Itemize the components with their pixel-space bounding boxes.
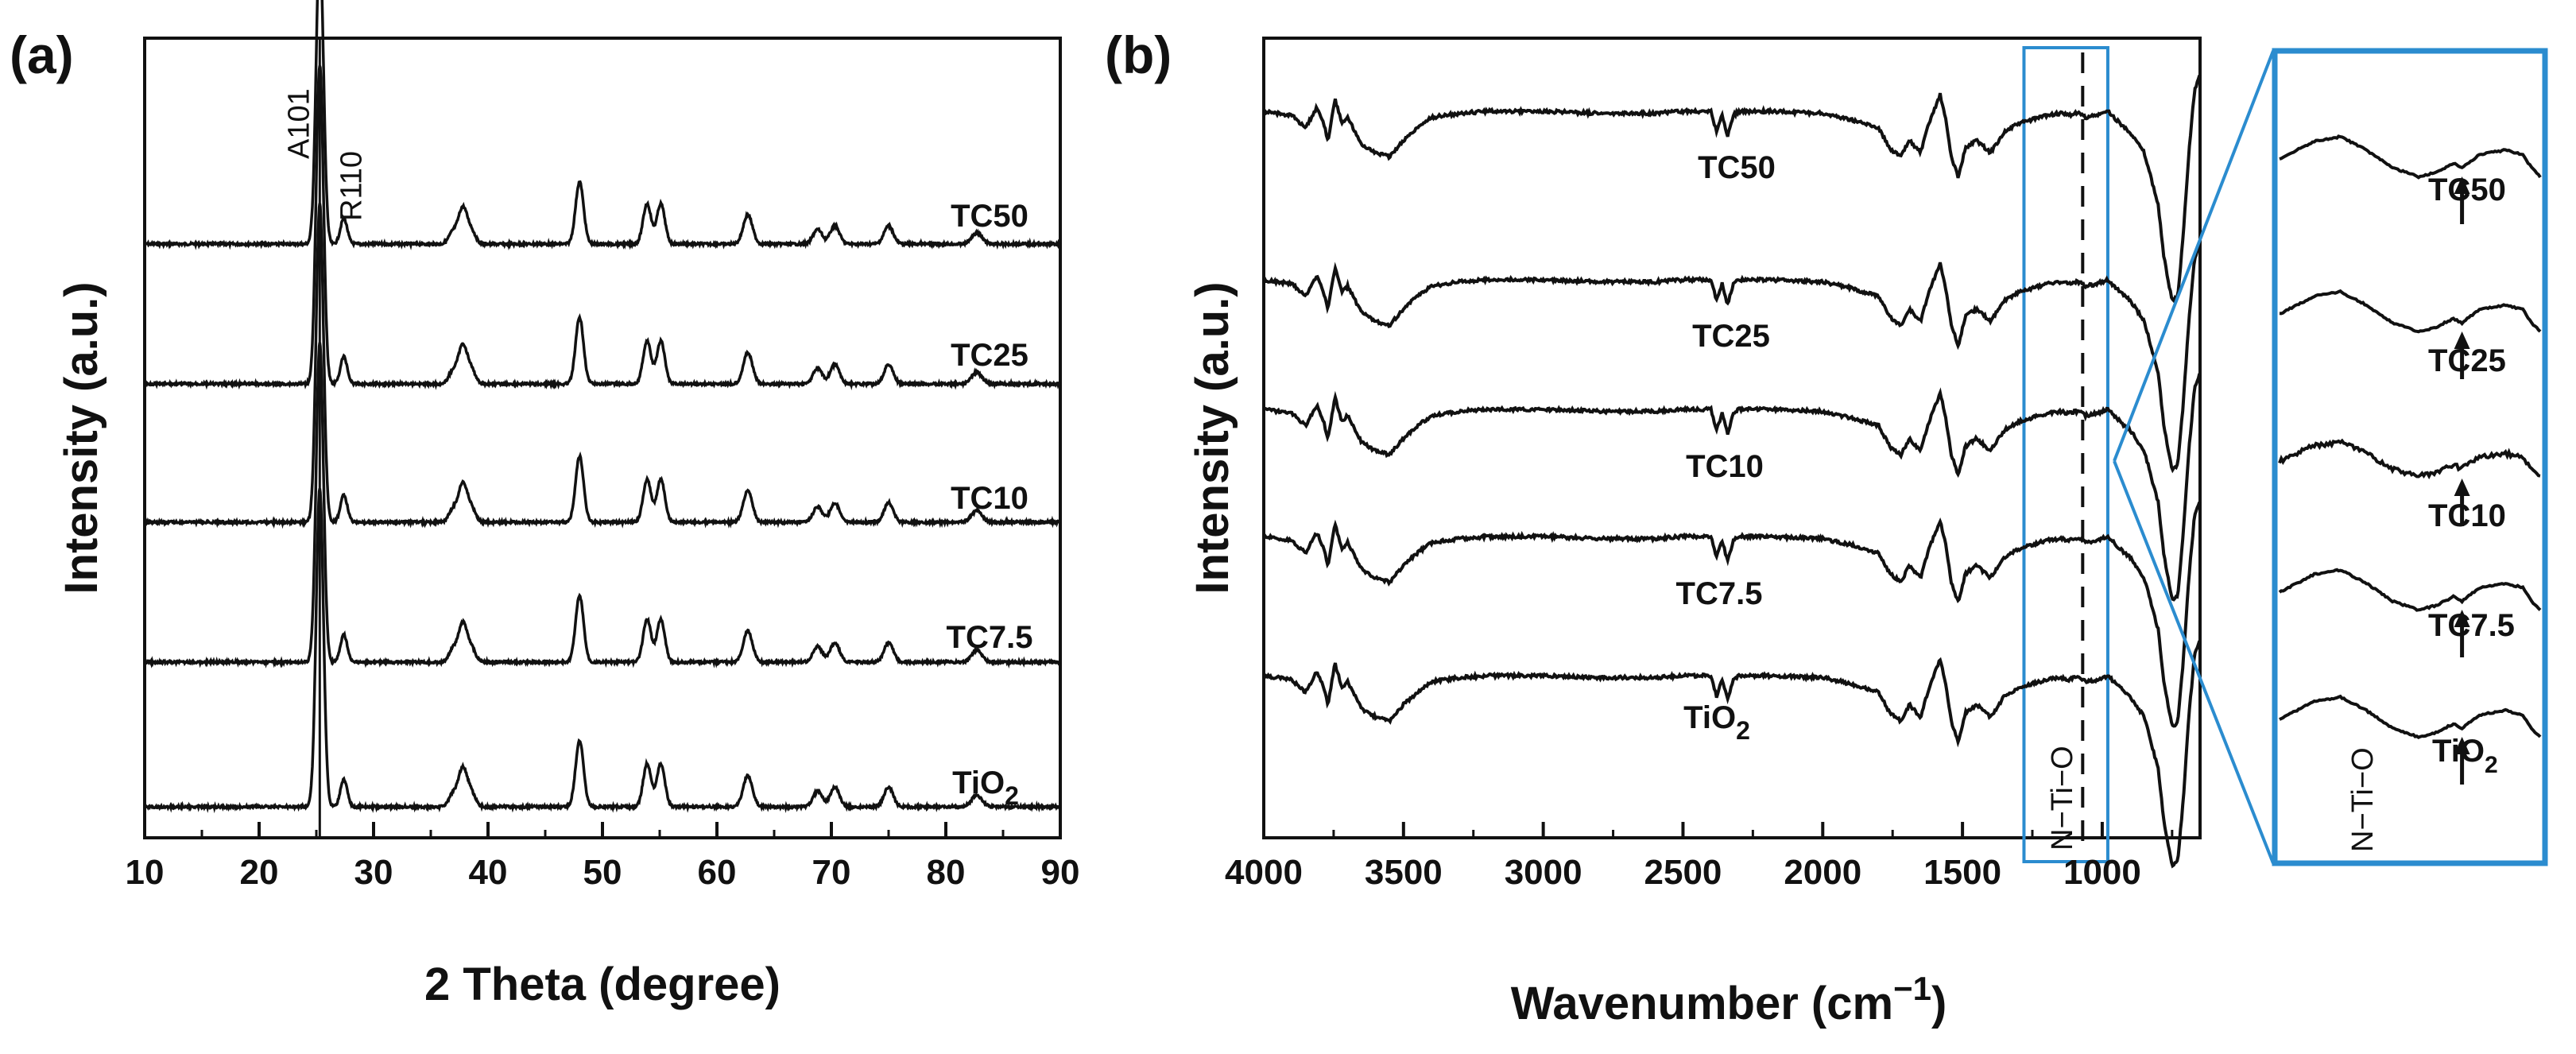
x-tick-label: 4000	[1225, 853, 1303, 892]
series-label-a-tc10: TC10	[951, 481, 1028, 516]
x-tick-label: 90	[1041, 853, 1080, 892]
inset-label-tc50: TC50	[2428, 172, 2506, 207]
x-tick-label: 50	[583, 853, 622, 892]
inset-curves	[2278, 134, 2542, 785]
inset-curve	[2279, 289, 2542, 334]
series-label-a-tc50: TC50	[951, 199, 1028, 234]
ftir-curve	[1262, 502, 2202, 728]
series-label-a-tc25: TC25	[951, 338, 1028, 373]
plot-b-x-ticks: 4000 3500 3000 2500 2000 1500 1000	[1225, 822, 2174, 892]
plot-b-highlight-box	[2022, 46, 2109, 863]
inset-arrow-head	[2454, 610, 2470, 627]
inset-curve	[2278, 438, 2541, 480]
inset-label-tc10: TC10	[2428, 498, 2506, 533]
x-tick-label: 2000	[1784, 853, 1861, 892]
peak-label-a101: A101	[282, 88, 316, 159]
series-label-a-tc75: TC7.5	[947, 620, 1033, 655]
panel-a: (a) 10 20 30 40 50 60 70 80 90 A101 R110 TC50 TC…	[10, 0, 1079, 1010]
x-tick-label: 30	[354, 853, 393, 892]
plot-b-xlabel: Wavenumber (cm−1)	[1511, 970, 1947, 1029]
x-tick-label: 70	[812, 853, 851, 892]
xrd-curve	[144, 0, 1062, 251]
xrd-curve	[143, 65, 1062, 391]
series-label-b-tc10: TC10	[1686, 449, 1764, 484]
plot-b-curves	[1262, 75, 2202, 869]
inset-region-label: N−Ti−O	[2346, 747, 2380, 852]
plot-b-frame	[1262, 37, 2202, 839]
plot-b-region-label: N−Ti−O	[2046, 746, 2079, 851]
inset-curve	[2279, 134, 2542, 180]
x-tick-label: 80	[927, 853, 966, 892]
inset-arrow-head	[2454, 479, 2470, 496]
xrd-curve	[143, 203, 1062, 529]
inset-arrow-head	[2454, 176, 2470, 194]
series-label-a-tio2: TiO2	[952, 765, 1019, 810]
plot-a-ylabel: Intensity (a.u.)	[56, 281, 107, 594]
panel-b: (b) 4000 3500 3000 2500 2000 1500 1000 TC50 TC…	[1105, 25, 2202, 1029]
x-tick-label: 1500	[1923, 853, 2001, 892]
plot-a-x-ticks: 10 20 30 40 50 60 70 80 90	[126, 822, 1080, 892]
inset-curve	[2278, 568, 2542, 612]
inset-curve	[2279, 694, 2542, 740]
zoom-connector-top	[2113, 50, 2275, 462]
plot-b-ylabel: Intensity (a.u.)	[1187, 281, 1238, 594]
x-tick-label: 3500	[1365, 853, 1443, 892]
zoom-connector-bottom	[2113, 460, 2275, 864]
ftir-curve	[1263, 373, 2202, 602]
series-label-b-tio2: TiO2	[1683, 700, 1750, 745]
inset-arrow-head	[2454, 737, 2470, 754]
ftir-curve	[1262, 242, 2202, 474]
x-tick-label: 60	[698, 853, 737, 892]
x-tick-label: 3000	[1505, 853, 1582, 892]
ftir-curve	[1263, 75, 2202, 304]
inset-label-tc75: TC7.5	[2428, 608, 2515, 643]
peak-label-r110: R110	[335, 151, 369, 221]
x-tick-label: 10	[126, 853, 165, 892]
xrd-curve	[143, 342, 1062, 669]
inset-label-tio2: TiO2	[2432, 734, 2498, 778]
inset-panel: TC50 TC25 TC10 TC7.5 TiO2 N−Ti−O	[2272, 48, 2548, 866]
panel-b-label: (b)	[1105, 25, 1172, 84]
x-tick-label: 2500	[1644, 853, 1722, 892]
x-tick-label: 1000	[2063, 853, 2141, 892]
x-tick-label: 40	[469, 853, 508, 892]
inset-arrow-head	[2454, 331, 2470, 349]
inset-label-tc25: TC25	[2428, 343, 2506, 378]
ftir-curve	[1263, 640, 2202, 869]
plot-a-curves	[143, 0, 1062, 814]
series-label-b-tc50: TC50	[1698, 150, 1776, 185]
plot-a-xlabel: 2 Theta (degree)	[424, 959, 781, 1010]
series-label-b-tc75: TC7.5	[1676, 576, 1763, 611]
x-tick-label: 20	[240, 853, 279, 892]
series-label-b-tc25: TC25	[1692, 319, 1770, 354]
panel-a-label: (a)	[10, 25, 74, 84]
xrd-curve	[143, 488, 1062, 814]
